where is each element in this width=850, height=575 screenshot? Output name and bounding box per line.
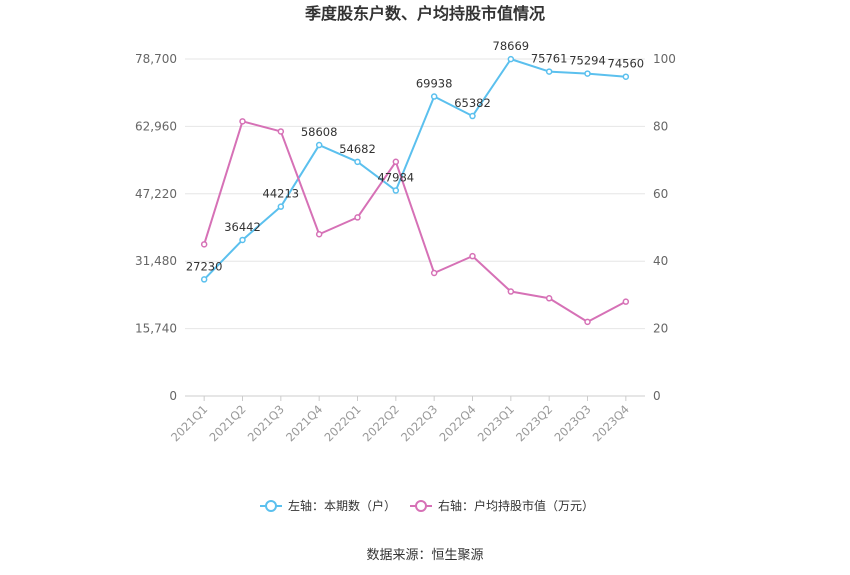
avg-value-point[interactable] [200, 241, 208, 248]
avg-value-point[interactable] [354, 214, 361, 221]
holders-point[interactable] [200, 276, 208, 283]
avg-value-point[interactable] [507, 288, 515, 295]
holders-point[interactable] [354, 158, 361, 166]
data-label: 74560 [608, 57, 645, 71]
chart-title: 季度股东户数、户均持股市值情况 [304, 4, 545, 23]
data-label: 58608 [301, 125, 338, 139]
avg-value-point[interactable] [315, 230, 323, 238]
avg-value-point[interactable] [469, 252, 476, 260]
avg-value-point[interactable] [277, 128, 285, 135]
x-axis-tick-label: 2022Q4 [436, 402, 478, 444]
x-axis-tick-label: 2023Q2 [513, 402, 555, 444]
x-axis-tick-label: 2022Q1 [321, 402, 363, 444]
holders-point[interactable] [277, 203, 285, 210]
legend-swatch-marker [415, 500, 427, 512]
x-axis-tick-label: 2023Q4 [590, 402, 632, 444]
x-axis: 2021Q12021Q22021Q32021Q42022Q12022Q22022… [168, 396, 632, 444]
legend-swatch-marker [265, 500, 277, 512]
holders-point[interactable] [507, 55, 515, 63]
x-axis-tick-label: 2022Q2 [360, 402, 402, 444]
avg-value-point[interactable] [584, 318, 591, 326]
left-axis-tick-label: 78,700 [135, 52, 177, 66]
legend: 左轴：本期数（户） 右轴：户均持股市值（万元） [260, 498, 594, 513]
holders-point[interactable] [239, 236, 246, 244]
source-note: 数据来源：恒生聚源 [366, 548, 483, 563]
right-axis-tick-label: 60 [653, 187, 668, 201]
holders-point[interactable] [315, 141, 323, 149]
right-axis-tick-label: 0 [653, 389, 661, 403]
holders-point[interactable] [469, 112, 476, 120]
x-axis-tick-label: 2023Q1 [475, 402, 517, 444]
data-label: 44213 [263, 187, 300, 201]
data-label: 69938 [416, 77, 453, 91]
series-line-avg-value [203, 120, 627, 323]
data-label: 78669 [493, 39, 530, 53]
right-axis-tick-label: 40 [653, 254, 668, 268]
right-axis-tick-label: 80 [653, 119, 668, 133]
left-axis-tick-label: 62,960 [135, 119, 177, 133]
data-label: 65382 [454, 96, 491, 110]
right-axis-ticks: 0 20 40 60 80 100 [653, 52, 676, 403]
x-axis-tick-label: 2021Q4 [283, 402, 325, 444]
left-axis-tick-label: 0 [169, 389, 177, 403]
avg-value-point[interactable] [430, 269, 438, 277]
x-axis-tick-label: 2021Q3 [245, 402, 287, 444]
x-axis-tick-label: 2023Q3 [551, 402, 593, 444]
right-axis-tick-label: 100 [653, 52, 676, 66]
data-label: 36442 [224, 220, 261, 234]
holders-point[interactable] [584, 70, 591, 77]
series-layer [200, 55, 630, 326]
holders-point[interactable] [392, 187, 400, 194]
left-axis-tick-label: 47,220 [135, 187, 177, 201]
x-axis-tick-label: 2021Q2 [206, 402, 248, 444]
data-label: 47984 [378, 171, 415, 185]
avg-value-point[interactable] [239, 118, 246, 125]
legend-item-holders[interactable]: 左轴：本期数（户） [288, 498, 396, 513]
legend-item-avg-value[interactable]: 右轴：户均持股市值（万元） [438, 498, 594, 513]
holders-point[interactable] [545, 68, 553, 75]
x-axis-tick-label: 2021Q1 [168, 402, 210, 444]
data-label: 27230 [186, 259, 223, 273]
left-axis-tick-label: 31,480 [135, 254, 177, 268]
holders-point[interactable] [622, 73, 630, 80]
avg-value-point[interactable] [545, 295, 553, 302]
x-axis-tick-label: 2022Q3 [398, 402, 440, 444]
left-axis-tick-label: 15,740 [135, 322, 177, 336]
left-axis-ticks: 0 15,740 31,480 47,220 62,960 78,700 [135, 52, 177, 403]
right-axis-tick-label: 20 [653, 322, 668, 336]
data-label: 75294 [569, 54, 606, 68]
holders-point[interactable] [430, 93, 438, 100]
data-label: 75761 [531, 52, 568, 66]
avg-value-point[interactable] [392, 158, 400, 166]
data-label: 54682 [339, 142, 376, 156]
series-line-holders [203, 58, 626, 281]
avg-value-point[interactable] [622, 298, 630, 305]
